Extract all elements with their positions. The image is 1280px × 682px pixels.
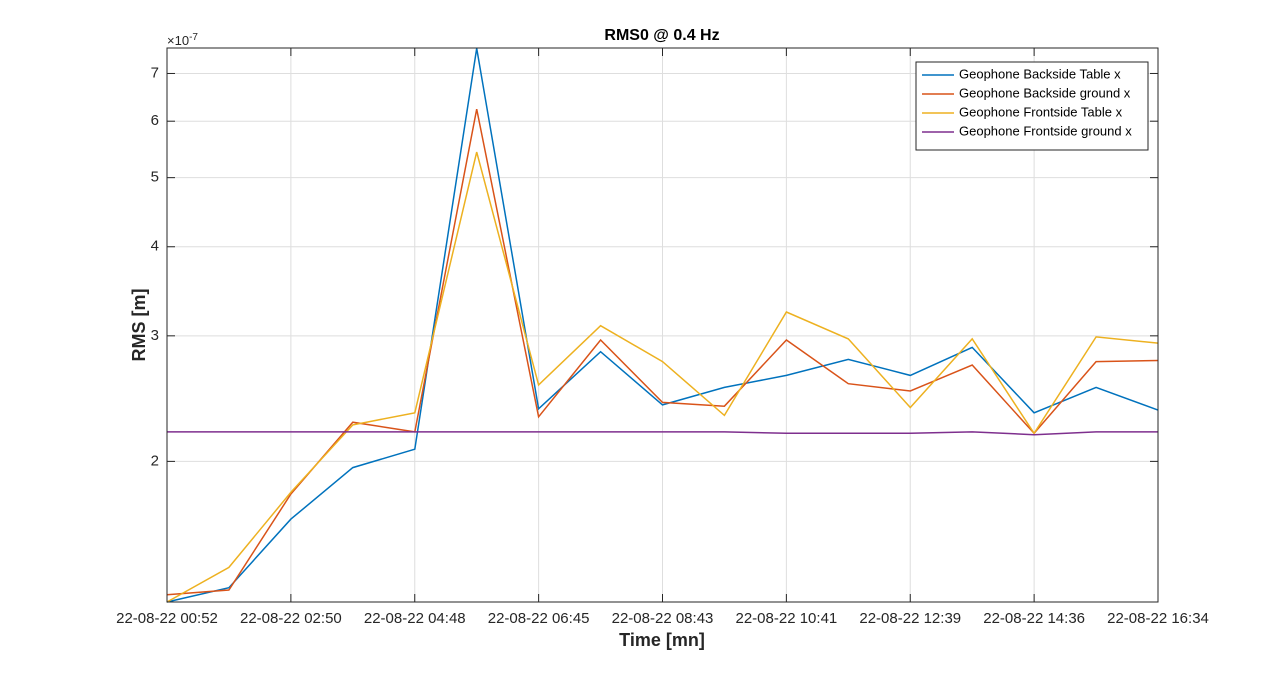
y-tick-label: 3: [151, 327, 159, 344]
y-multiplier-exponent: -7: [189, 32, 198, 43]
chart-title: RMS0 @ 0.4 Hz: [604, 27, 719, 44]
x-tick-label: 22-08-22 04:48: [364, 610, 466, 627]
x-tick-label: 22-08-22 16:34: [1107, 610, 1209, 627]
y-multiplier-base: ×10: [167, 33, 189, 48]
series-line: [166, 151, 1159, 603]
x-axis-label: Time [mn]: [619, 630, 705, 650]
x-tick-label: 22-08-22 00:52: [116, 610, 218, 627]
y-tick-label: 4: [151, 238, 159, 255]
y-tick-label: 2: [151, 452, 159, 469]
y-axis-label: RMS [m]: [129, 289, 149, 362]
legend-box: [915, 61, 1149, 151]
y-tick-label: 5: [151, 169, 159, 186]
legend-label: Geophone Frontside ground x: [959, 123, 1132, 138]
x-tick-label: 22-08-22 06:45: [488, 610, 590, 627]
legend-label: Geophone Backside Table x: [959, 66, 1121, 81]
legend-label: Geophone Frontside Table x: [959, 104, 1123, 119]
x-tick-label: 22-08-22 10:41: [736, 610, 838, 627]
series-line: [167, 431, 1158, 436]
y-multiplier: ×10-7: [167, 32, 198, 49]
x-tick-label: 22-08-22 08:43: [612, 610, 714, 627]
series-line: [166, 108, 1159, 596]
y-tick-label: 6: [151, 112, 159, 129]
y-tick-label: 7: [151, 64, 159, 81]
legend-label: Geophone Backside ground x: [959, 85, 1131, 100]
axes-box: [166, 47, 1159, 603]
x-tick-label: 22-08-22 02:50: [240, 610, 342, 627]
x-tick-label: 22-08-22 12:39: [859, 610, 961, 627]
x-tick-label: 22-08-22 14:36: [983, 610, 1085, 627]
